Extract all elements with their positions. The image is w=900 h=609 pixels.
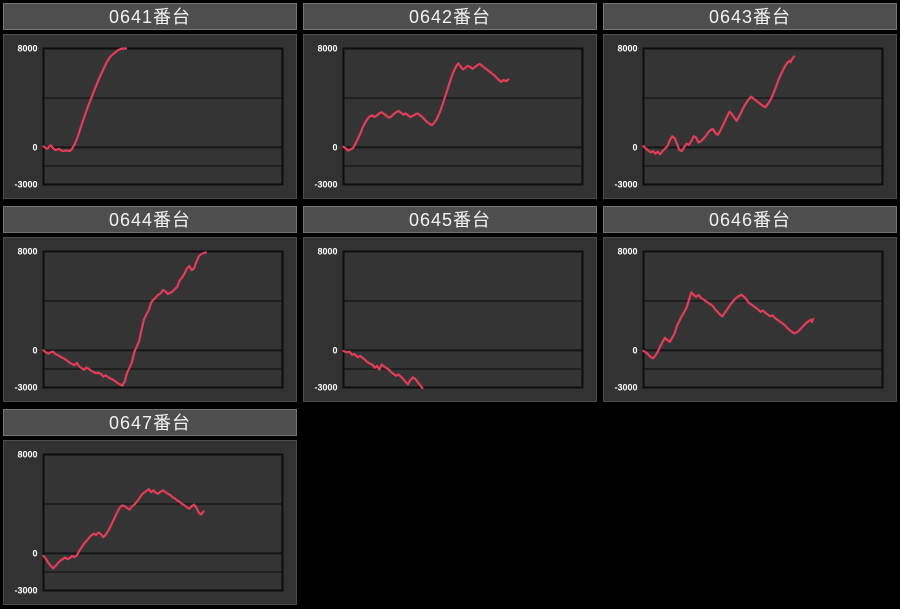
plot-area: [43, 454, 283, 591]
machine-panel: 0647番台 8000 0 -3000: [0, 406, 300, 609]
chart-body: 8000 0 -3000: [3, 237, 297, 402]
chart-body: 8000 0 -3000: [303, 34, 597, 199]
axis-tick-label: 8000: [617, 44, 637, 54]
panel-title-bar: 0643番台: [603, 3, 897, 30]
axis-tick-label: 8000: [17, 44, 37, 54]
data-line: [642, 55, 796, 156]
chart-svg: 8000 0 -3000: [314, 44, 584, 190]
chart-body: 8000 0 -3000: [3, 34, 297, 199]
axis-tick-label: -3000: [614, 180, 637, 190]
machine-panel: 0642番台 8000 0 -3000: [300, 0, 600, 203]
plot-border: [42, 47, 284, 186]
panel-title-bar: 0647番台: [3, 409, 297, 436]
plot-border: [42, 250, 284, 389]
chart-svg: 8000 0 -3000: [14, 247, 284, 393]
axis-tick-label: 8000: [17, 450, 37, 460]
axis-tick-label: 8000: [317, 247, 337, 257]
plot-border: [42, 453, 284, 592]
axis-tick-label: 0: [632, 345, 637, 355]
machine-panel: 0641番台 8000 0 -3000: [0, 0, 300, 203]
chart-svg: 8000 0 -3000: [14, 44, 284, 190]
chart-body: 8000 0 -3000: [303, 237, 597, 402]
plot-area: [643, 251, 883, 388]
panel-title-bar: 0641番台: [3, 3, 297, 30]
panel-title-bar: 0642番台: [303, 3, 597, 30]
plot-border: [642, 47, 884, 186]
chart-svg: 8000 0 -3000: [14, 450, 284, 596]
axis-tick-label: 8000: [17, 247, 37, 257]
axis-tick-label: 0: [332, 345, 337, 355]
panel-title: 0645番台: [408, 209, 492, 230]
data-line: [342, 62, 510, 152]
data-line: [342, 349, 424, 390]
machine-panel: 0645番台 8000 0 -3000: [300, 203, 600, 406]
plot-area: [43, 251, 283, 388]
data-line: [42, 488, 205, 570]
chart-body: 8000 0 -3000: [603, 237, 897, 402]
axis-tick-label: 0: [32, 142, 37, 152]
plot-area: [343, 48, 583, 185]
axis-tick-label: -3000: [314, 180, 337, 190]
axis-tick-label: 8000: [317, 44, 337, 54]
data-line: [42, 47, 128, 153]
axis-tick-label: -3000: [314, 383, 337, 393]
chart-svg: 8000 0 -3000: [614, 44, 884, 190]
plot-border: [342, 47, 584, 186]
plot-area: [43, 48, 283, 185]
chart-svg: 8000 0 -3000: [314, 247, 584, 393]
machine-panel: 0646番台 8000 0 -3000: [600, 203, 900, 406]
data-line: [642, 291, 815, 360]
chart-body: 8000 0 -3000: [603, 34, 897, 199]
plot-border: [342, 250, 584, 389]
axis-tick-label: -3000: [14, 383, 37, 393]
panel-title: 0646番台: [708, 209, 792, 230]
chart-body: 8000 0 -3000: [3, 440, 297, 605]
machine-panel: 0644番台 8000 0 -3000: [0, 203, 300, 406]
chart-svg: 8000 0 -3000: [614, 247, 884, 393]
axis-tick-label: 0: [332, 142, 337, 152]
panel-title: 0643番台: [708, 6, 792, 27]
panel-title: 0647番台: [108, 412, 192, 433]
panel-title: 0642番台: [408, 6, 492, 27]
panel-title: 0644番台: [108, 209, 192, 230]
axis-tick-label: -3000: [14, 180, 37, 190]
axis-tick-label: -3000: [14, 586, 37, 596]
panel-title-bar: 0646番台: [603, 206, 897, 233]
axis-tick-label: 8000: [617, 247, 637, 257]
axis-tick-label: 0: [32, 548, 37, 558]
axis-tick-label: 0: [32, 345, 37, 355]
plot-area: [643, 48, 883, 185]
axis-tick-label: -3000: [614, 383, 637, 393]
axis-tick-label: 0: [632, 142, 637, 152]
data-line: [42, 251, 208, 387]
plot-border: [642, 250, 884, 389]
panel-title-bar: 0644番台: [3, 206, 297, 233]
machine-panel: 0643番台 8000 0 -3000: [600, 0, 900, 203]
panel-title-bar: 0645番台: [303, 206, 597, 233]
panel-title: 0641番台: [108, 6, 192, 27]
